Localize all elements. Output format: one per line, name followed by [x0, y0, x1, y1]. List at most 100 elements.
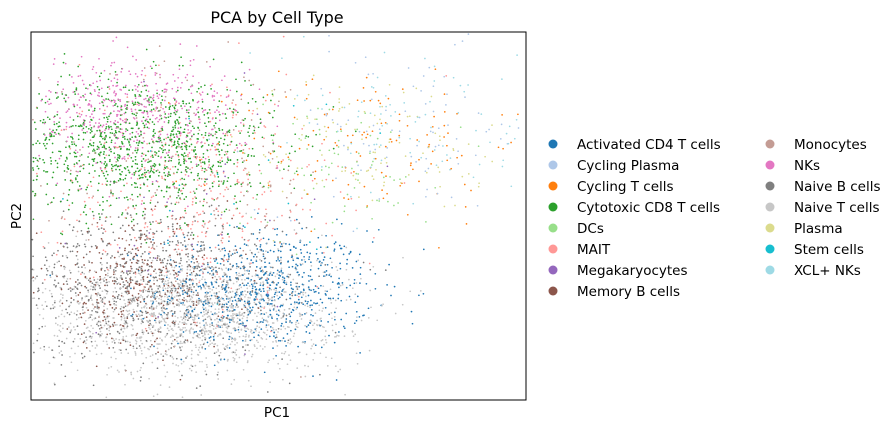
- data-point: [223, 310, 225, 313]
- data-point: [172, 165, 174, 168]
- data-point: [92, 286, 95, 288]
- data-point: [229, 305, 231, 307]
- data-point: [86, 186, 89, 189]
- data-point: [337, 297, 340, 300]
- data-point: [141, 261, 144, 264]
- data-point: [85, 125, 88, 128]
- data-point: [110, 141, 113, 144]
- data-point: [184, 183, 187, 186]
- data-point: [70, 301, 72, 304]
- data-point: [59, 325, 62, 327]
- data-point: [166, 315, 169, 317]
- data-point: [169, 105, 172, 108]
- data-point: [331, 317, 333, 320]
- data-point: [247, 244, 249, 247]
- data-point: [95, 162, 98, 164]
- data-point: [83, 355, 86, 358]
- data-point: [188, 310, 191, 312]
- data-point: [169, 291, 171, 294]
- data-point: [226, 275, 228, 278]
- data-point: [360, 319, 363, 322]
- data-point: [182, 64, 184, 67]
- data-point: [145, 123, 148, 126]
- data-point: [109, 204, 112, 207]
- data-point: [83, 200, 86, 203]
- data-point: [321, 252, 324, 254]
- data-point: [452, 149, 455, 152]
- data-point: [126, 182, 128, 185]
- data-point: [298, 147, 301, 150]
- data-point: [59, 133, 61, 136]
- data-point: [91, 196, 94, 199]
- data-point: [91, 210, 94, 213]
- data-point: [371, 175, 374, 177]
- data-point: [323, 256, 326, 258]
- data-point: [358, 196, 360, 198]
- data-point: [164, 156, 166, 159]
- data-point: [141, 352, 143, 355]
- data-point: [226, 369, 229, 372]
- data-point: [376, 76, 379, 79]
- data-point: [206, 297, 209, 300]
- data-point: [65, 128, 68, 131]
- data-point: [168, 386, 171, 388]
- data-point: [220, 281, 223, 284]
- data-point: [118, 237, 120, 240]
- data-point: [508, 125, 511, 128]
- data-point: [57, 125, 60, 128]
- data-point: [202, 210, 204, 213]
- data-point: [250, 251, 253, 254]
- data-point: [228, 129, 231, 132]
- data-point: [161, 127, 163, 130]
- data-point: [165, 249, 168, 252]
- data-point: [168, 244, 171, 247]
- data-point: [78, 244, 81, 247]
- data-point: [152, 134, 155, 137]
- data-point: [157, 330, 160, 333]
- data-point: [173, 232, 176, 235]
- data-point: [206, 313, 208, 315]
- data-point: [108, 280, 110, 283]
- data-point: [427, 167, 430, 170]
- data-point: [270, 303, 273, 305]
- data-point: [186, 339, 189, 342]
- data-point: [163, 195, 165, 198]
- data-point: [176, 119, 179, 121]
- data-point: [138, 236, 140, 239]
- data-point: [295, 233, 297, 235]
- data-point: [306, 251, 309, 254]
- data-point: [217, 148, 219, 151]
- data-point: [199, 326, 202, 329]
- data-point: [148, 232, 151, 234]
- data-point: [249, 312, 252, 314]
- data-point: [236, 251, 239, 254]
- data-point: [99, 296, 102, 299]
- data-point: [89, 124, 92, 126]
- data-point: [241, 282, 244, 285]
- data-point: [137, 318, 140, 320]
- data-point: [173, 136, 176, 139]
- data-point: [326, 290, 328, 293]
- data-point: [35, 232, 38, 235]
- data-point: [265, 311, 268, 314]
- data-point: [314, 312, 317, 314]
- data-point: [99, 278, 102, 280]
- data-point: [175, 357, 178, 360]
- data-point: [165, 137, 168, 140]
- data-point: [219, 262, 222, 265]
- data-point: [38, 297, 40, 300]
- data-point: [212, 268, 215, 271]
- data-point: [89, 131, 92, 134]
- data-point: [143, 174, 146, 177]
- data-point: [260, 270, 262, 273]
- data-point: [217, 176, 220, 178]
- data-point: [68, 223, 71, 226]
- data-point: [99, 275, 101, 278]
- data-point: [175, 235, 178, 237]
- data-point: [192, 98, 194, 101]
- data-point: [150, 273, 152, 276]
- data-point: [330, 357, 333, 360]
- data-point: [186, 248, 189, 250]
- data-point: [323, 125, 326, 128]
- data-point: [140, 236, 142, 239]
